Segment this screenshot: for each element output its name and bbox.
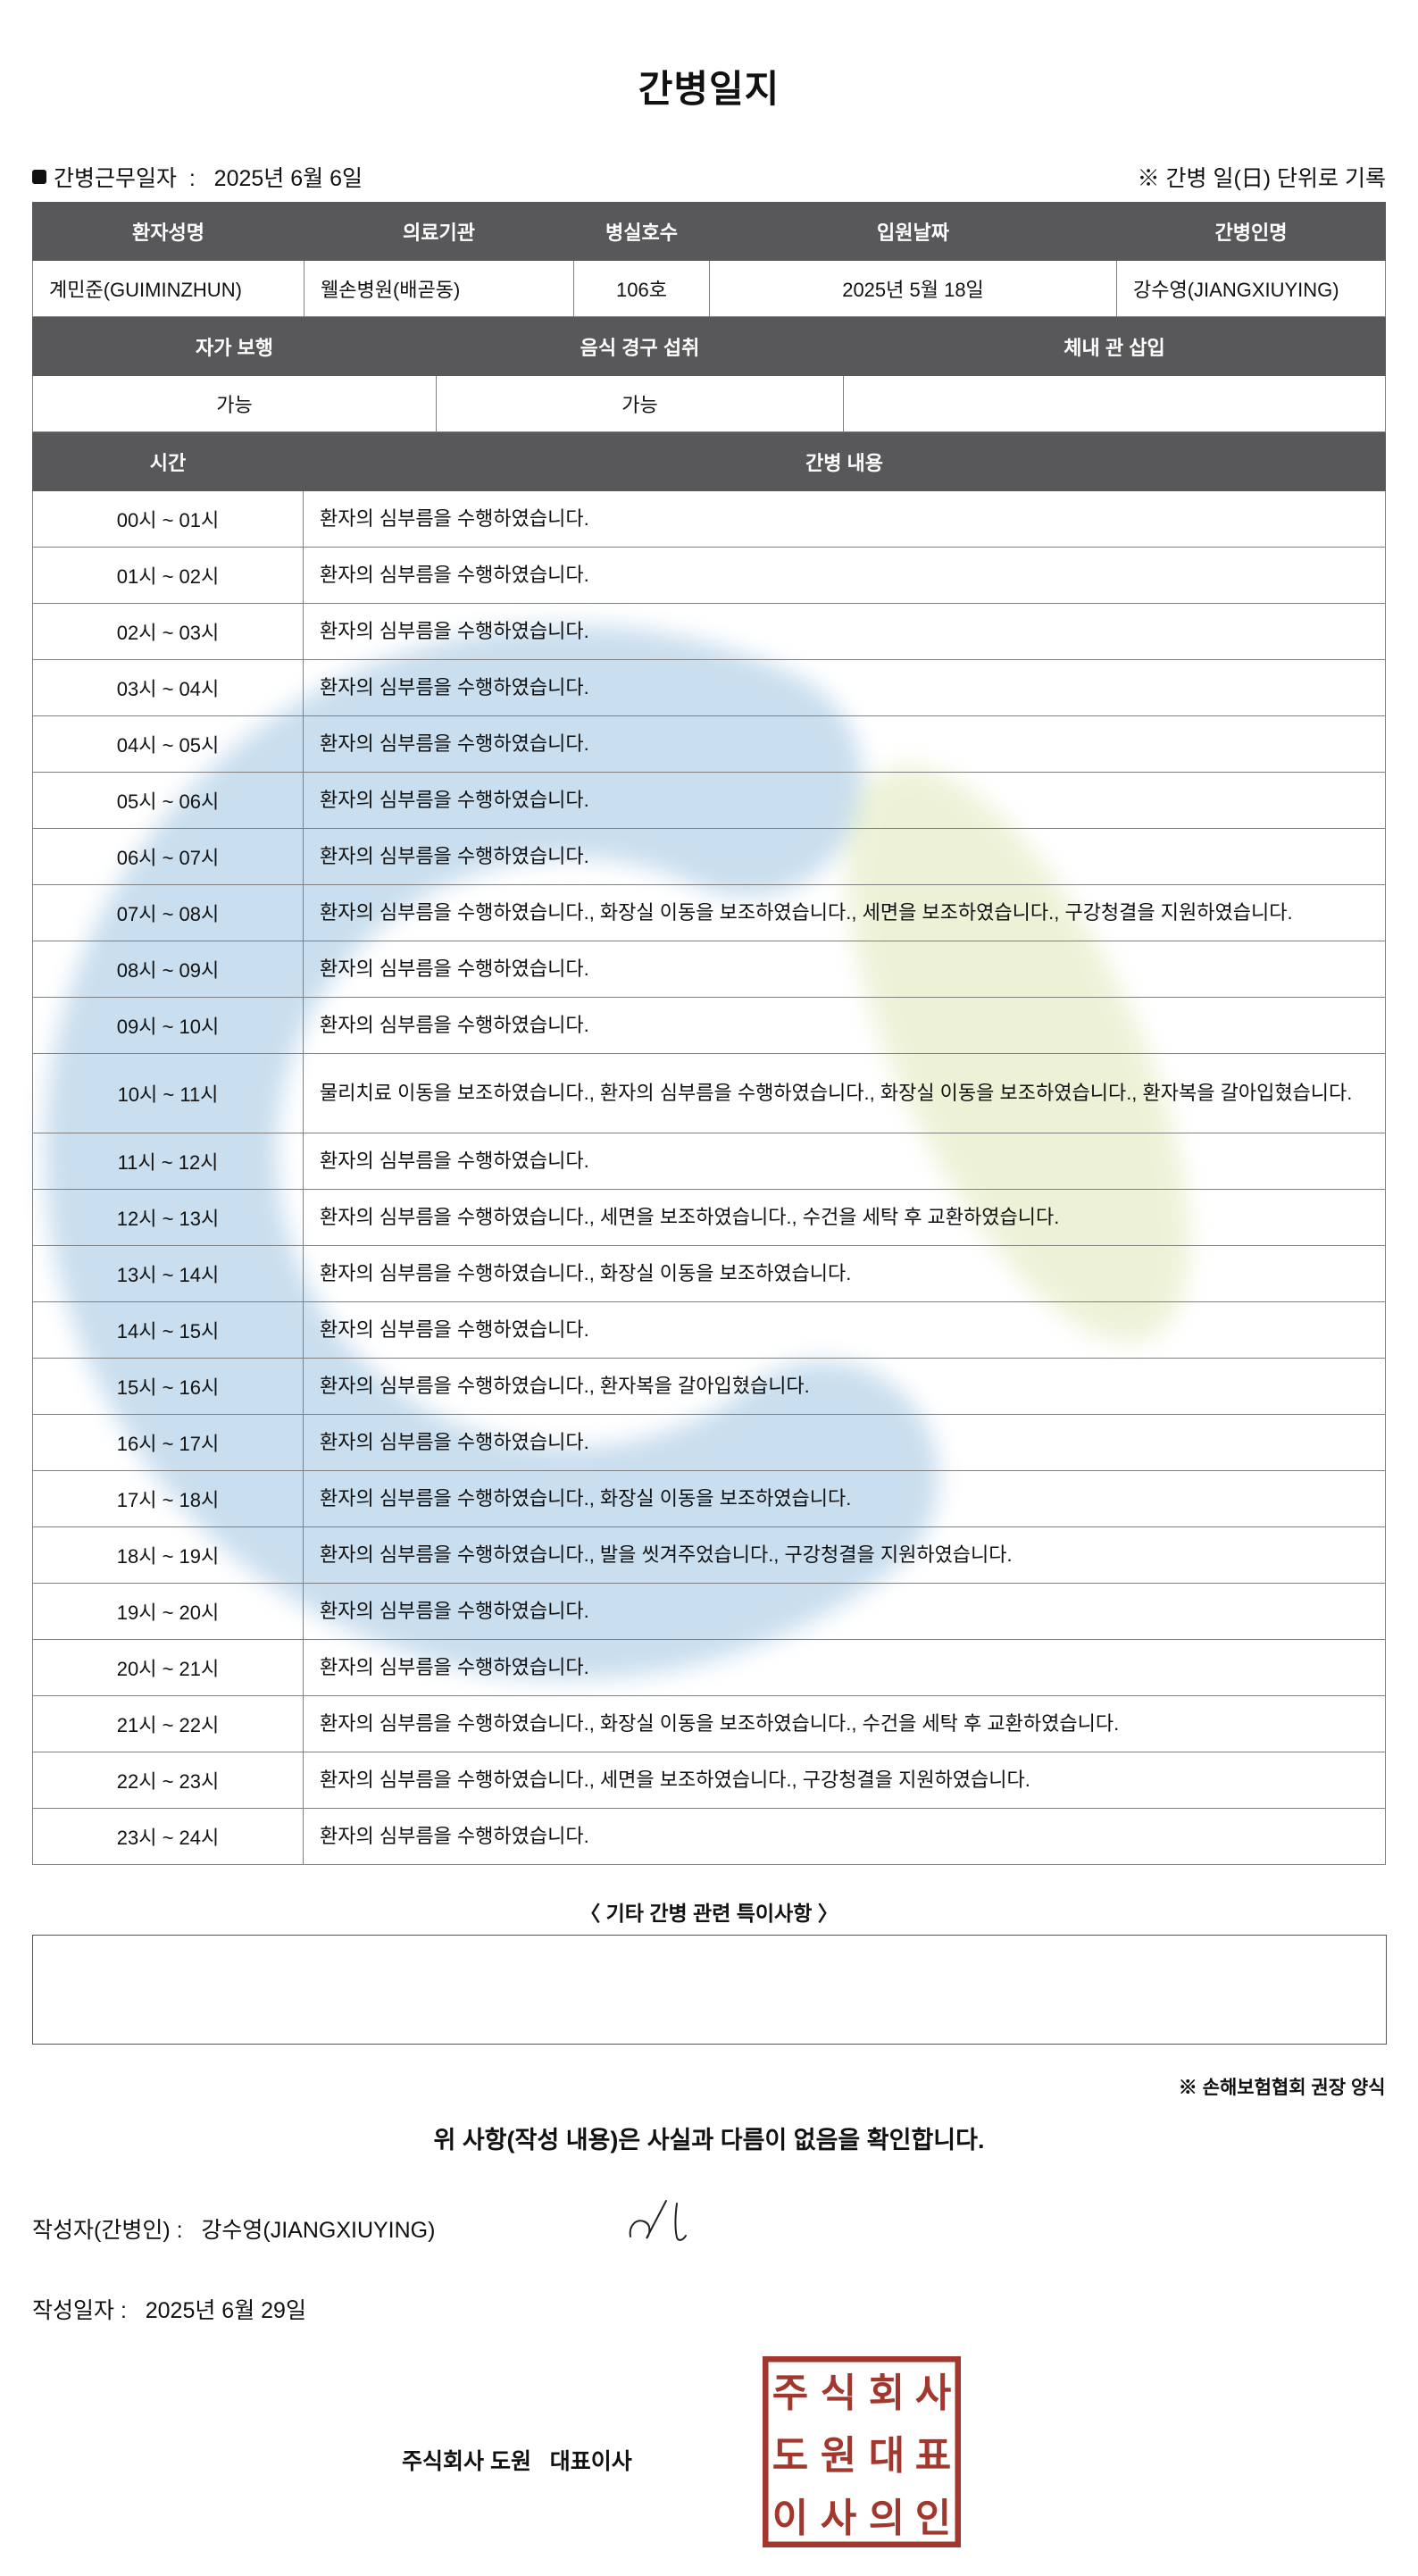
svg-text:대: 대 — [869, 2434, 905, 2478]
svg-text:이: 이 — [772, 2497, 808, 2540]
svg-text:도: 도 — [772, 2434, 808, 2478]
svg-text:식: 식 — [821, 2371, 856, 2415]
svg-text:표: 표 — [915, 2434, 951, 2478]
svg-text:회: 회 — [869, 2371, 905, 2415]
svg-text:원: 원 — [821, 2434, 856, 2478]
svg-text:사: 사 — [821, 2497, 856, 2540]
svg-text:인: 인 — [915, 2497, 951, 2540]
svg-text:주: 주 — [772, 2371, 808, 2415]
svg-text:사: 사 — [915, 2371, 951, 2415]
svg-text:의: 의 — [869, 2497, 905, 2540]
